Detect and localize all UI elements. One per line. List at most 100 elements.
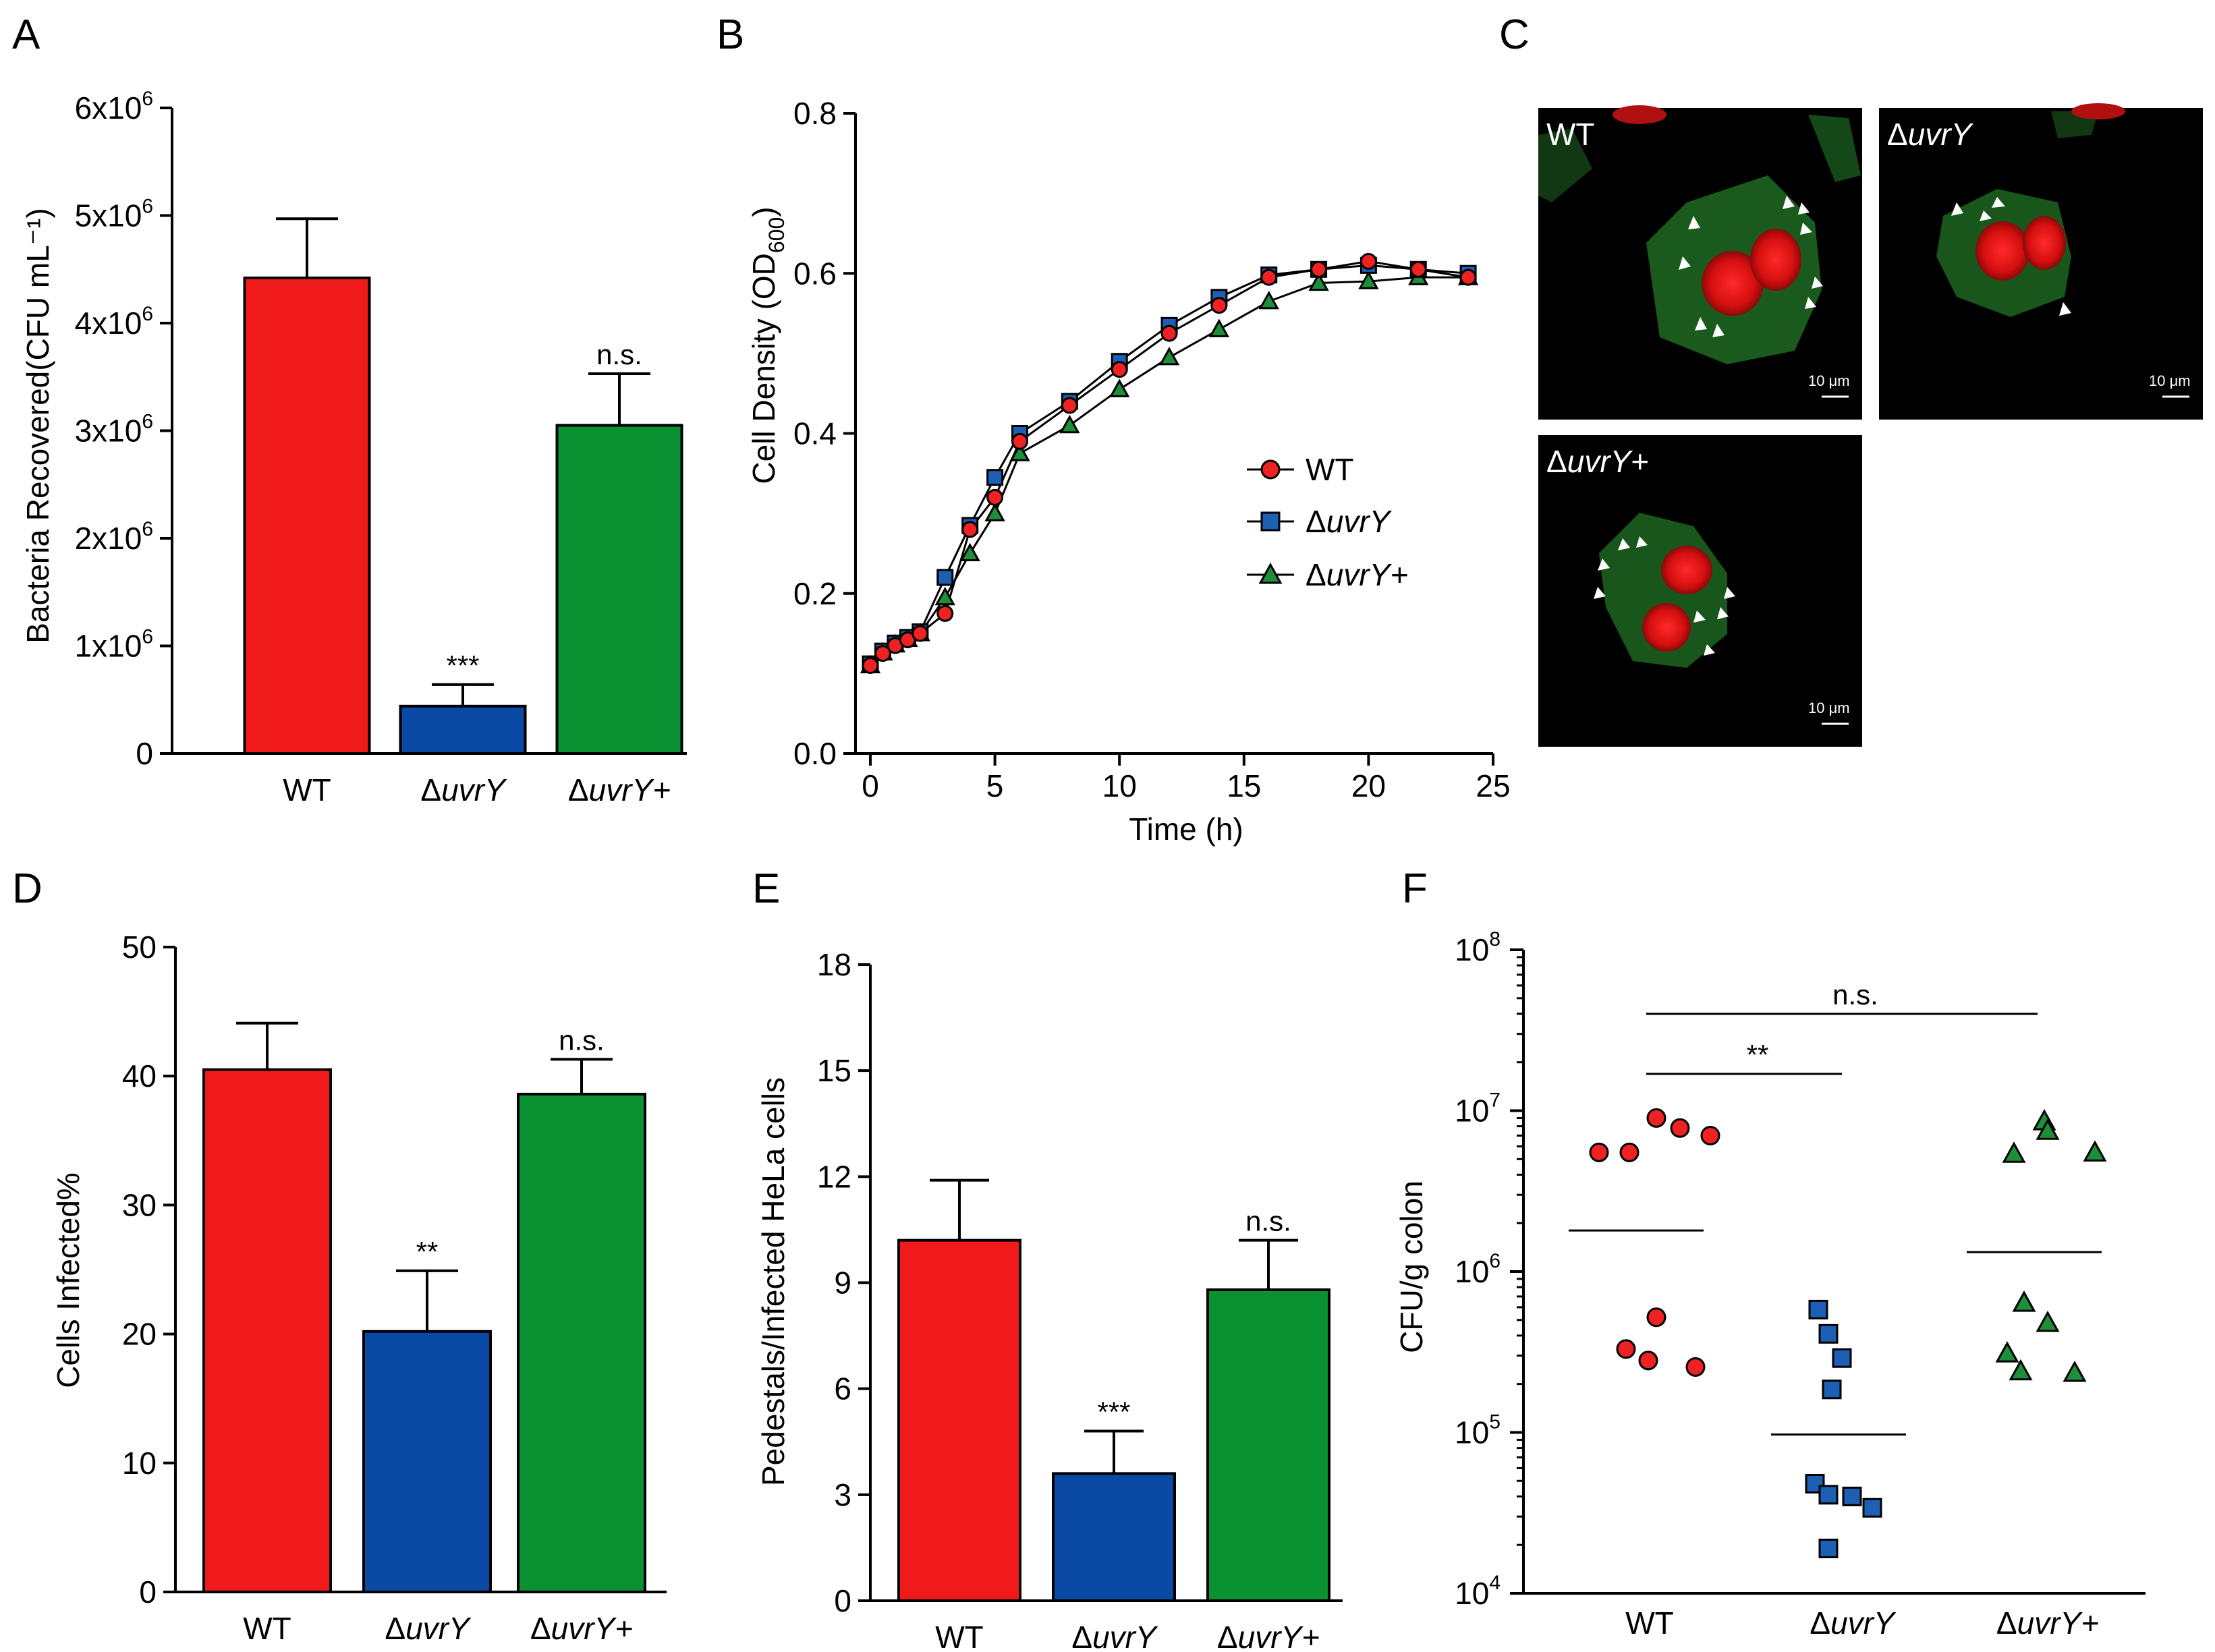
chart-d: Cells Infected% 0 10 20 30 40 50 WT ** ΔuvrY n.s.… xyxy=(51,930,667,1646)
scale-bar-text-uvry: 10 μm xyxy=(2149,372,2191,389)
y-tick-label: 50 xyxy=(122,930,157,965)
y-tick-label: 0.4 xyxy=(793,416,837,451)
data-point xyxy=(936,604,954,622)
data-point xyxy=(2012,1290,2036,1312)
data-point xyxy=(862,657,879,675)
panel-label-a: A xyxy=(12,11,40,58)
x-category-label: ΔuvrY+ xyxy=(530,1611,633,1646)
y-tick-label: 9 xyxy=(834,1265,851,1301)
x-category-label: WT xyxy=(243,1611,291,1646)
data-point xyxy=(1818,1323,1839,1344)
x-tick-label: 15 xyxy=(1227,768,1261,803)
data-point xyxy=(1409,260,1427,278)
x-category-label: ΔuvrY+ xyxy=(1996,1605,2099,1641)
y-tick-label: 40 xyxy=(122,1058,157,1093)
chart-f: CFU/g colon 104 105 106 107 108 WT ΔuvrY ΔuvrY+… xyxy=(1394,928,2146,1641)
significance-label: n.s. xyxy=(596,339,642,370)
data-point xyxy=(1818,1485,1839,1505)
y-tick-label: 20 xyxy=(122,1317,157,1352)
data-point xyxy=(934,586,955,606)
y-tick-label: 3 xyxy=(834,1477,851,1512)
y-axis-label-f: CFU/g colon xyxy=(1394,1180,1429,1353)
data-point xyxy=(1822,1379,1842,1400)
significance-label: n.s. xyxy=(1245,1205,1291,1237)
data-point xyxy=(2009,1359,2033,1381)
data-point xyxy=(1646,1307,1666,1328)
legend-marker xyxy=(1258,562,1283,584)
data-point xyxy=(1818,1539,1839,1559)
x-category-label: ΔuvrY xyxy=(1071,1620,1158,1652)
scale-bar-text-uvry-plus: 10 μm xyxy=(1808,700,1850,716)
y-tick-label: 105 xyxy=(1455,1411,1501,1450)
data-point xyxy=(1359,252,1377,270)
bar xyxy=(1206,1288,1330,1602)
data-point xyxy=(1061,397,1078,414)
data-point xyxy=(2036,1118,2060,1140)
chart-b: Cell Density (OD600) Time (h) 0.0 0.2 0.4 0… xyxy=(746,96,1511,847)
data-point xyxy=(874,645,891,662)
data-point xyxy=(2063,1360,2087,1382)
comparison-label: n.s. xyxy=(1832,979,1878,1010)
data-point xyxy=(1862,1498,1882,1518)
data-point xyxy=(1638,1350,1658,1371)
x-category-label: ΔuvrY+ xyxy=(568,772,671,807)
data-point xyxy=(1685,1357,1706,1377)
micrographs: WT 10 μm ΔuvrY 10 μm xyxy=(1538,103,2203,747)
bar xyxy=(555,424,683,756)
x-category-label: WT xyxy=(935,1620,984,1652)
data-point xyxy=(1308,272,1329,291)
data-point xyxy=(1109,378,1130,397)
data-point xyxy=(986,488,1004,506)
data-point xyxy=(1260,268,1278,286)
data-point xyxy=(1700,1125,1720,1145)
legend-marker xyxy=(1260,459,1281,480)
data-point xyxy=(1646,1108,1666,1128)
data-point xyxy=(1011,432,1029,450)
legend-label: ΔuvrY+ xyxy=(1306,557,1408,592)
data-point xyxy=(1059,414,1080,434)
data-point xyxy=(1842,1486,1862,1506)
y-tick-label: 10 xyxy=(122,1446,157,1481)
data-point xyxy=(912,625,929,642)
x-tick-label: 25 xyxy=(1476,768,1510,803)
data-point xyxy=(1310,260,1328,278)
micrograph-uvry-plus: ΔuvrY+ 10 μm xyxy=(1538,435,1862,747)
data-point xyxy=(1459,268,1477,286)
y-tick-label: 0.0 xyxy=(793,736,837,771)
x-tick-label: 20 xyxy=(1351,768,1386,803)
y-tick-label: 0.8 xyxy=(793,96,837,131)
bar xyxy=(243,277,371,755)
bar xyxy=(517,1092,646,1593)
y-tick-label: 104 xyxy=(1455,1572,1501,1611)
y-tick-label: 12 xyxy=(817,1159,851,1194)
panel-label-b: B xyxy=(717,11,744,58)
data-point xyxy=(1619,1142,1639,1162)
data-point xyxy=(1995,1341,2019,1363)
legend-label: ΔuvrY xyxy=(1306,504,1393,539)
data-point xyxy=(961,521,979,538)
y-tick-label: 0 xyxy=(139,1574,157,1610)
data-point xyxy=(1358,270,1379,289)
data-point xyxy=(1009,443,1030,461)
data-point xyxy=(984,503,1005,521)
y-tick-label: 15 xyxy=(817,1053,851,1088)
y-tick-label: 3x106 xyxy=(75,411,153,449)
micrograph-wt: WT 10 μm xyxy=(1538,105,1862,420)
y-tick-label: 1x106 xyxy=(75,626,153,664)
data-point xyxy=(1616,1339,1636,1359)
y-tick-label: 106 xyxy=(1455,1250,1501,1289)
y-axis-label-b: Cell Density (OD600) xyxy=(746,206,789,484)
data-point xyxy=(2083,1140,2107,1162)
panel-label-e: E xyxy=(752,865,780,912)
significance-label: n.s. xyxy=(559,1024,605,1056)
data-point xyxy=(1589,1142,1609,1162)
micrograph-label-wt: WT xyxy=(1546,117,1595,152)
x-category-label: ΔuvrY xyxy=(385,1611,472,1646)
x-category-label: ΔuvrY xyxy=(420,772,507,807)
bar xyxy=(1052,1472,1176,1602)
bar xyxy=(202,1068,332,1593)
x-category-label: WT xyxy=(283,772,331,807)
significance-label: ** xyxy=(416,1236,439,1268)
y-tick-label: 18 xyxy=(817,947,851,982)
y-tick-label: 30 xyxy=(122,1187,157,1222)
